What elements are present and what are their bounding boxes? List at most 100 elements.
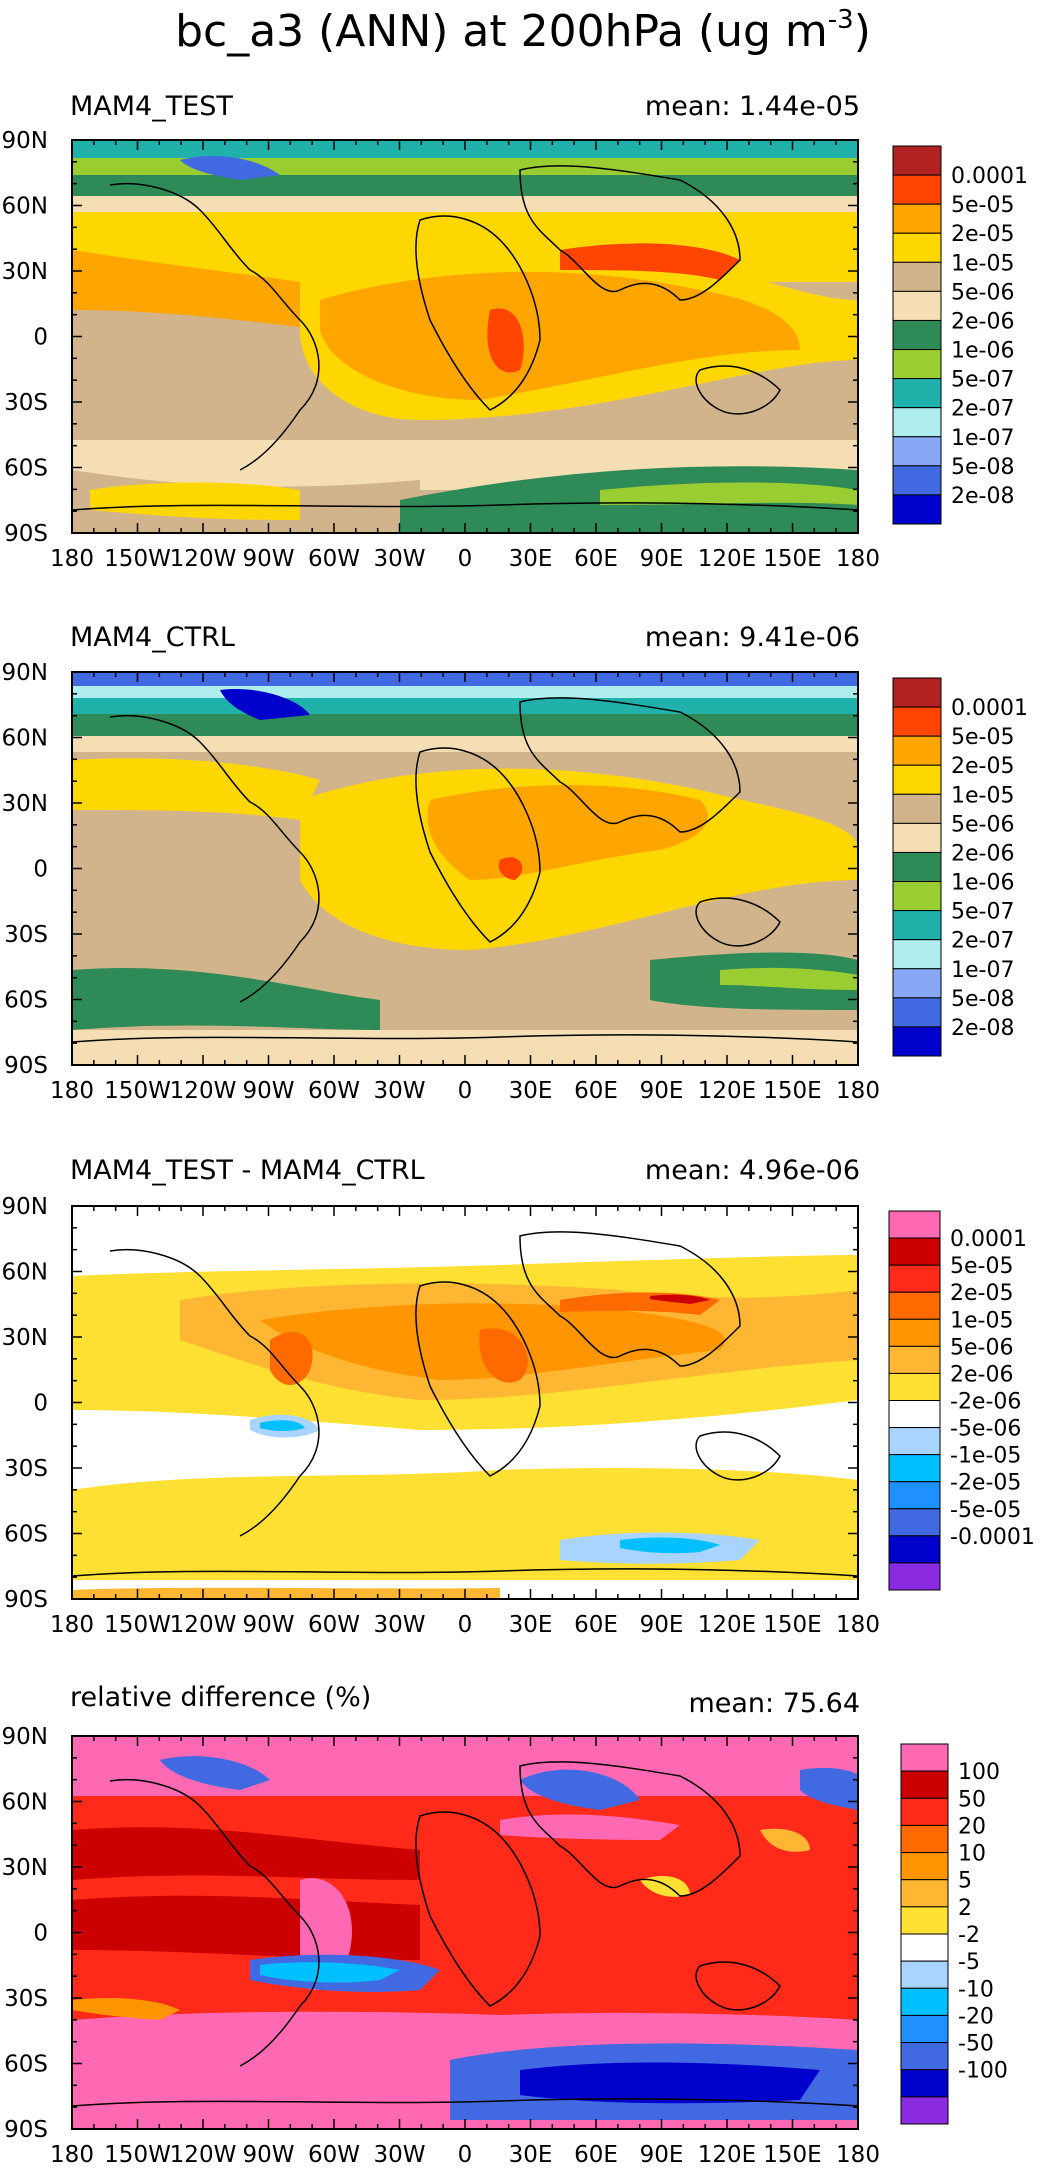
panel-diff: MAM4_TEST - MAM4_CTRL mean: 4.96e-06 — [2, 1155, 1035, 1638]
colorbar-swatch — [892, 378, 942, 409]
panel-ctrl-mean: mean: 9.41e-06 — [645, 622, 860, 653]
x-tick-label: 90W — [242, 2142, 294, 2168]
panel-diff-mean: mean: 4.96e-06 — [645, 1155, 860, 1186]
colorbar-label: 2e-05 — [951, 222, 1014, 247]
colorbar-label: 2e-05 — [950, 1281, 1013, 1306]
colorbar-label: 5e-05 — [951, 725, 1014, 750]
colorbar-swatch — [892, 290, 942, 321]
y-tick-label: 30N — [2, 1855, 48, 1881]
colorbar-label: -0.0001 — [950, 1525, 1035, 1550]
y-tick-label: 60N — [2, 1260, 48, 1286]
colorbar-label: -20 — [958, 2004, 994, 2029]
x-tick-label: 30E — [509, 1078, 553, 1104]
x-tick-label: 30W — [373, 2142, 425, 2168]
colorbar-swatch — [892, 349, 942, 380]
y-tick-label: 0 — [33, 1391, 48, 1417]
colorbar-label: 2e-08 — [951, 1016, 1014, 1041]
x-tick-label: 180 — [50, 546, 94, 572]
panel-test-label: MAM4_TEST — [70, 91, 233, 122]
colorbar-label: 5e-08 — [951, 455, 1014, 480]
colorbar-label: 1e-07 — [951, 958, 1014, 983]
x-tick-label: 150W — [104, 1612, 171, 1638]
x-tick-label: 120E — [698, 2142, 756, 2168]
y-tick-label: 30N — [2, 259, 48, 285]
colorbar-swatch — [888, 1291, 941, 1320]
colorbar-swatch — [888, 1264, 941, 1293]
colorbar-swatch — [900, 2096, 949, 2125]
x-tick-label: 120W — [170, 2142, 237, 2168]
panel-diff-label: MAM4_TEST - MAM4_CTRL — [70, 1155, 425, 1186]
panel-reldiff-label: relative difference (%) — [70, 1682, 371, 1713]
colorbar-label: 5e-08 — [951, 987, 1014, 1012]
colorbar-swatch — [900, 1743, 949, 1772]
x-tick-label: 60E — [574, 1612, 618, 1638]
x-tick-label: 0 — [458, 1078, 473, 1104]
colorbar-swatch — [888, 1237, 941, 1266]
colorbar-label: 5e-06 — [951, 812, 1014, 837]
figure-title: bc_a3 (ANN) at 200hPa (ug m-3) — [175, 5, 871, 57]
panel-test: MAM4_TEST mean: 1.44e-05 — [2, 91, 1028, 572]
colorbar-swatch — [888, 1345, 941, 1374]
x-tick-label: 180 — [50, 1612, 94, 1638]
colorbar-swatch — [888, 1508, 941, 1537]
colorbar-swatch — [892, 319, 942, 351]
x-tick-label: 30E — [509, 1612, 553, 1638]
panel-reldiff-field — [72, 1736, 858, 2129]
colorbar-label: 50 — [958, 1787, 986, 1812]
colorbar-label: -5e-06 — [950, 1417, 1021, 1442]
colorbar-swatch — [892, 764, 942, 795]
x-tick-label: 120W — [170, 546, 237, 572]
colorbar-label: 2e-07 — [951, 929, 1014, 954]
colorbar-label: 5e-06 — [951, 280, 1014, 305]
colorbar-label: -2 — [958, 1923, 980, 1948]
colorbar-swatch — [888, 1562, 941, 1591]
colorbar-swatch — [900, 1960, 949, 1989]
panel-ctrl: MAM4_CTRL mean: 9.41e-06 — [2, 622, 1028, 1104]
colorbar-swatch — [892, 851, 942, 883]
colorbar-swatch — [892, 968, 942, 999]
panel-ctrl-label: MAM4_CTRL — [70, 622, 235, 653]
panel-diff-field — [72, 1206, 858, 1599]
y-tick-label: 60N — [2, 726, 48, 752]
colorbar-swatch — [892, 881, 942, 912]
colorbar-swatch — [892, 910, 942, 941]
colorbar-swatch — [900, 1770, 949, 1799]
colorbar-label: 1e-05 — [951, 783, 1014, 808]
colorbar-swatch — [892, 465, 942, 496]
x-tick-label: 60W — [308, 1612, 360, 1638]
colorbar-swatch — [892, 436, 942, 467]
colorbar-label: 2e-07 — [951, 397, 1014, 422]
colorbar-swatch — [888, 1318, 941, 1347]
panel-reldiff-mean: mean: 75.64 — [688, 1688, 860, 1719]
x-tick-label: 90E — [640, 546, 684, 572]
colorbar-label: -5 — [958, 1950, 980, 1975]
colorbar-swatch — [900, 1906, 949, 1935]
panel-ctrl-field — [72, 672, 858, 1065]
x-tick-label: 90E — [640, 1612, 684, 1638]
colorbar-swatch — [888, 1481, 941, 1510]
colorbar-label: 0.0001 — [950, 1227, 1027, 1252]
colorbar-label: 1e-05 — [950, 1308, 1013, 1333]
x-tick-label: 60W — [308, 546, 360, 572]
y-tick-label: 60S — [4, 2052, 48, 2078]
colorbar-label: 0.0001 — [951, 696, 1028, 721]
panel-reldiff: relative difference (%) mean: 75.64 — [2, 1682, 1008, 2168]
y-tick-label: 30N — [2, 791, 48, 817]
colorbar-swatch — [892, 145, 942, 176]
x-tick-label: 60E — [574, 1078, 618, 1104]
colorbar-swatch — [892, 939, 942, 970]
x-tick-label: 150W — [104, 546, 171, 572]
x-tick-label: 150E — [763, 2142, 821, 2168]
x-tick-label: 0 — [458, 546, 473, 572]
colorbar-label: 1e-06 — [951, 871, 1014, 896]
colorbar-swatch — [892, 407, 942, 438]
y-tick-label: 60S — [4, 988, 48, 1014]
x-tick-label: 30E — [509, 2142, 553, 2168]
x-tick-label: 150E — [763, 1078, 821, 1104]
x-tick-label: 180 — [50, 1078, 94, 1104]
y-tick-label: 90S — [4, 1587, 48, 1613]
y-tick-label: 90N — [2, 128, 48, 154]
